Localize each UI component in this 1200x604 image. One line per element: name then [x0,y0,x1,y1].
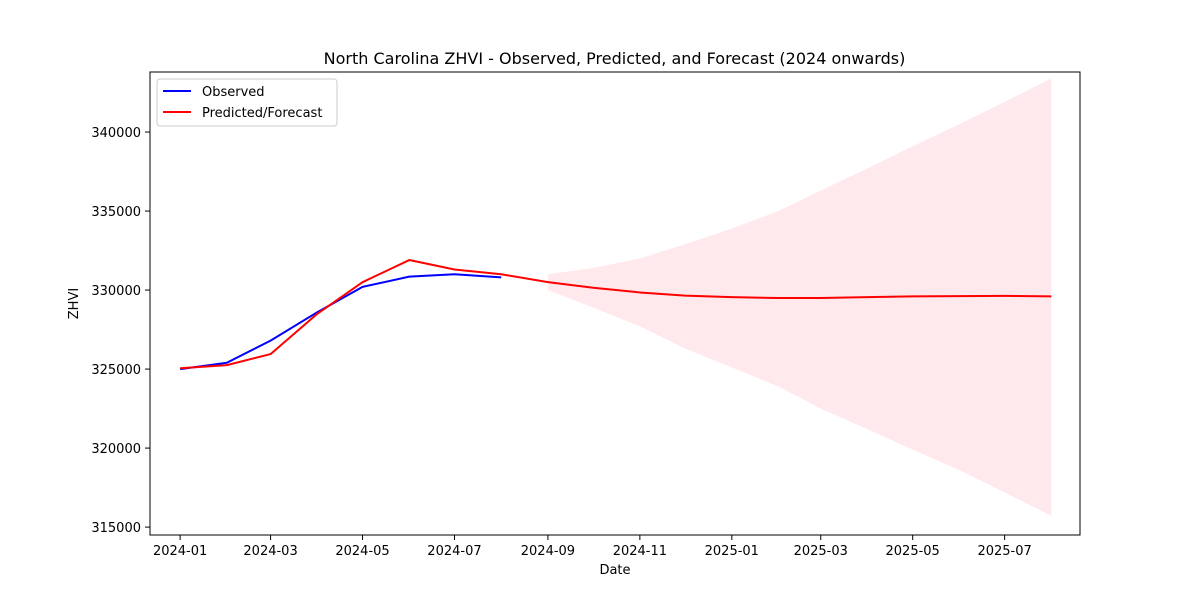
x-axis: 2024-01 2024-03 2024-05 2024-07 2024-09 2024-… [153,535,1032,559]
x-tick-label: 2025-07 [977,544,1031,559]
x-tick-label: 2025-03 [794,544,848,559]
x-tick-label: 2024-05 [335,544,389,559]
y-tick-label: 335000 [91,205,141,220]
x-tick-label: 2024-01 [153,544,207,559]
x-axis-label: Date [599,563,630,578]
series-line-observed [180,273,502,371]
y-tick-label: 320000 [91,442,141,457]
legend-frame [156,78,338,127]
y-axis-label: ZHVI [67,288,82,319]
y-tick-label: 315000 [91,521,141,536]
x-tick-label: 2025-01 [705,544,759,559]
legend-label-predicted-forecast: Predicted/Forecast [202,106,322,121]
y-tick-label: 330000 [91,284,141,299]
y-tick-label: 340000 [91,126,141,141]
y-axis: 315000 320000 325000 330000 335000 340000 [91,126,150,536]
y-tick-label: 325000 [91,363,141,378]
series-layer [180,259,1052,371]
x-tick-label: 2024-03 [243,544,297,559]
plot-area-frame [149,71,1081,536]
x-tick-label: 2025-05 [886,544,940,559]
x-tick-label: 2024-07 [427,544,481,559]
chart-title: North Carolina ZHVI - Observed, Predicte… [324,49,906,68]
series-line-predicted-forecast [180,259,1052,370]
x-tick-label: 2024-09 [521,544,575,559]
legend-label-observed: Observed [202,85,265,100]
x-tick-label: 2024-11 [613,544,667,559]
legend: Observed Predicted/Forecast [156,78,338,127]
